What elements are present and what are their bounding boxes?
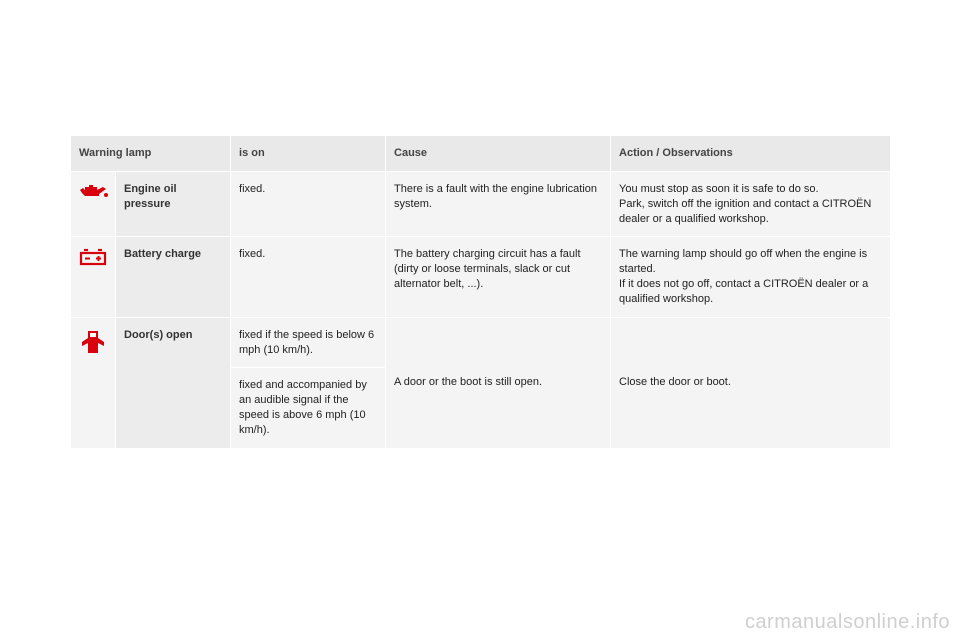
battery-icon-cell	[71, 237, 116, 317]
door-action: Close the door or boot.	[611, 317, 891, 448]
table-header-row: Warning lamp is on Cause Action / Observ…	[71, 136, 891, 172]
door-icon-cell	[71, 317, 116, 448]
door-name: Door(s) open	[116, 317, 231, 448]
table-row: Engine oil pressure fixed. There is a fa…	[71, 171, 891, 237]
warning-lamp-table: Warning lamp is on Cause Action / Observ…	[70, 135, 891, 449]
door-ison-1: fixed if the speed is below 6 mph (10 km…	[231, 317, 386, 368]
battery-action: The warning lamp should go off when the …	[611, 237, 891, 317]
battery-icon	[78, 247, 108, 267]
header-ison: is on	[231, 136, 386, 172]
battery-cause: The battery charging circuit has a fault…	[386, 237, 611, 317]
oil-cause: There is a fault with the engine lubrica…	[386, 171, 611, 237]
header-cause: Cause	[386, 136, 611, 172]
oil-can-icon	[77, 182, 109, 202]
door-ison-2: fixed and accompanied by an audible sign…	[231, 368, 386, 448]
oil-icon-cell	[71, 171, 116, 237]
header-action: Action / Observations	[611, 136, 891, 172]
oil-name: Engine oil pressure	[116, 171, 231, 237]
oil-action: You must stop as soon it is safe to do s…	[611, 171, 891, 237]
table-row: Battery charge fixed. The battery chargi…	[71, 237, 891, 317]
battery-ison: fixed.	[231, 237, 386, 317]
door-open-icon	[78, 328, 108, 358]
header-lamp: Warning lamp	[71, 136, 231, 172]
watermark-text: carmanualsonline.info	[745, 611, 950, 634]
oil-ison: fixed.	[231, 171, 386, 237]
door-cause: A door or the boot is still open.	[386, 317, 611, 448]
warning-lamp-table-container: Warning lamp is on Cause Action / Observ…	[70, 135, 890, 449]
battery-name: Battery charge	[116, 237, 231, 317]
table-row: Door(s) open fixed if the speed is below…	[71, 317, 891, 368]
